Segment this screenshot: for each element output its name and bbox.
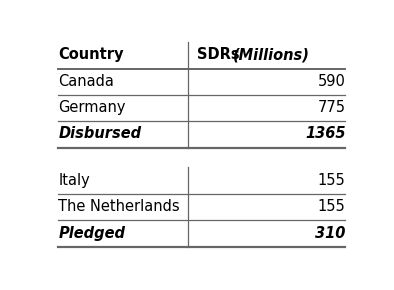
Text: 775: 775 <box>318 100 346 115</box>
Text: (Millions): (Millions) <box>232 47 309 62</box>
Text: 310: 310 <box>315 226 346 241</box>
Text: SDRs: SDRs <box>197 47 245 62</box>
Text: Disbursed: Disbursed <box>58 126 141 142</box>
Text: 155: 155 <box>318 199 346 214</box>
Text: 1365: 1365 <box>305 126 346 142</box>
Text: Country: Country <box>58 47 124 62</box>
Text: Pledged: Pledged <box>58 226 125 241</box>
Text: 155: 155 <box>318 173 346 188</box>
Text: Germany: Germany <box>58 100 126 115</box>
Text: Canada: Canada <box>58 74 114 89</box>
Text: Italy: Italy <box>58 173 90 188</box>
Text: 590: 590 <box>318 74 346 89</box>
Text: The Netherlands: The Netherlands <box>58 199 180 214</box>
